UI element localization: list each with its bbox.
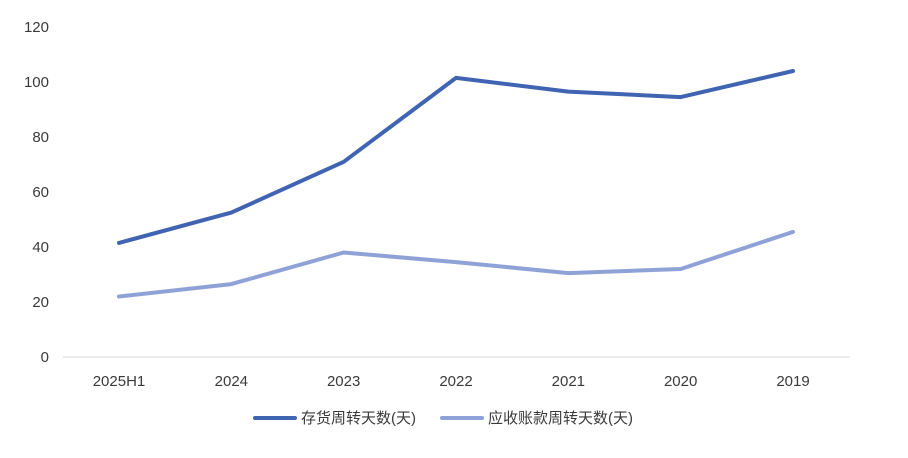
x-tick-label: 2023 [327,373,360,390]
y-tick-label: 0 [41,349,49,366]
legend-label-1: 存货周转天数(天) [301,410,416,427]
y-tick-label: 80 [32,129,49,146]
y-tick-label: 100 [24,74,49,91]
series-line-1 [117,69,795,245]
y-tick-label: 40 [32,239,49,256]
y-tick-label: 60 [32,184,49,201]
series-line-2 [117,229,795,299]
y-tick-label: 120 [24,19,49,36]
legend-label-2: 应收账款周转天数(天) [488,409,633,427]
x-tick-label: 2022 [439,373,472,390]
x-tick-label: 2019 [776,373,809,390]
x-tick-label: 2020 [664,373,697,390]
x-axis-ticks: 2025H1 2024 2023 2022 2021 2020 2019 [93,373,810,390]
x-tick-label: 2025H1 [93,373,146,390]
x-tick-label: 2021 [552,373,585,390]
y-tick-label: 20 [32,294,49,311]
legend: 存货周转天数(天) 应收账款周转天数(天) [253,409,633,427]
series-lines [117,69,795,299]
x-tick-label: 2024 [215,373,248,390]
y-axis-ticks: 0 20 40 60 80 100 120 [24,19,49,366]
